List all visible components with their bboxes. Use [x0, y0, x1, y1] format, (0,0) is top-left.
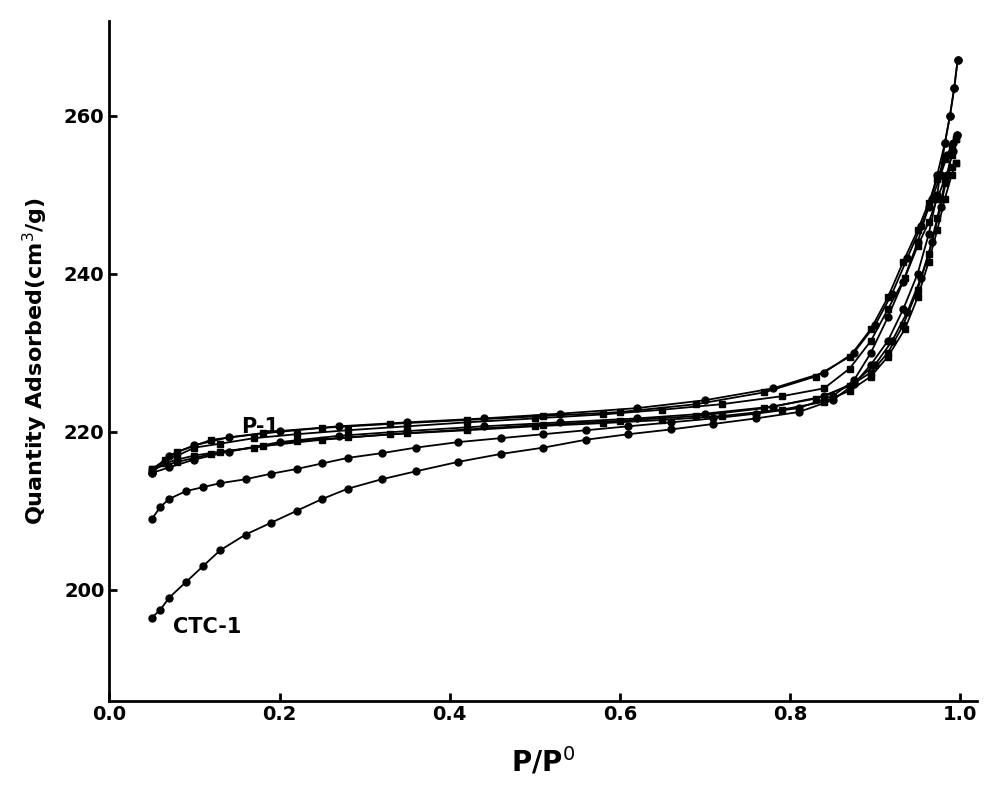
Text: CTC-1: CTC-1 [173, 618, 242, 638]
Text: P-1: P-1 [241, 417, 279, 437]
X-axis label: P/P$^0$: P/P$^0$ [511, 745, 575, 777]
Y-axis label: Quantity Adsorbed(cm$^3$/g): Quantity Adsorbed(cm$^3$/g) [21, 197, 50, 524]
